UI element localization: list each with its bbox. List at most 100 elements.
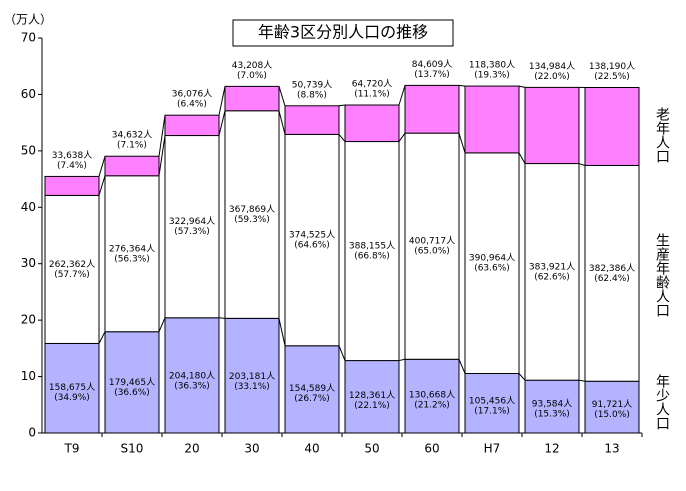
value-label: 36,076人 [172,89,213,100]
value-label: 93,584人 [532,399,573,410]
connector [519,373,525,380]
value-label: 128,361人 [349,390,395,401]
value-label: 33,638人 [52,150,93,161]
y-tick-label: 30 [21,256,36,270]
connector [339,105,345,106]
bar-segment [285,106,339,135]
connector [159,318,165,332]
share-label: (15.0%) [594,410,630,420]
y-tick-label: 20 [21,313,36,327]
value-label: 203,181人 [229,371,275,382]
value-label: 118,380人 [469,60,515,71]
connector [519,86,525,87]
connector [339,346,345,361]
connector [99,176,105,196]
bar-segment [405,85,459,133]
y-tick-label: 40 [21,200,36,214]
connector [159,115,165,156]
y-axis-label: （万人） [4,13,52,27]
share-label: (63.6%) [474,264,510,274]
share-label: (36.6%) [114,388,150,398]
bar-segment [525,87,579,163]
value-label: 322,964人 [169,216,215,227]
share-label: (8.8%) [297,90,327,100]
connector [279,318,285,345]
value-label: 383,921人 [529,261,575,272]
share-label: (11.1%) [354,90,390,100]
share-label: (17.1%) [474,407,510,417]
connector [399,133,405,141]
share-label: (19.3%) [474,71,510,81]
share-label: (59.3%) [234,215,270,225]
value-label: 154,589人 [289,383,335,394]
value-label: 105,456人 [469,396,515,407]
share-label: (15.3%) [534,410,570,420]
connector [459,85,465,86]
share-label: (66.8%) [354,252,390,262]
connector [159,136,165,176]
share-label: (21.2%) [414,400,450,410]
x-tick-label: 20 [184,442,199,456]
x-tick-label: 13 [604,442,619,456]
share-label: (7.0%) [237,71,267,81]
connector [279,111,285,135]
share-label: (7.1%) [117,141,147,151]
bar-segment [585,87,639,165]
value-label: 34,632人 [112,130,153,141]
legend-label: 生産年齢人口 [654,233,670,317]
value-label: 64,720人 [352,79,393,90]
x-tick-label: 50 [364,442,379,456]
bar-segment [345,105,399,142]
share-label: (56.3%) [114,254,150,264]
share-label: (36.3%) [174,382,210,392]
y-tick-label: 0 [28,426,36,440]
share-label: (34.9%) [54,393,90,403]
value-label: 400,717人 [409,236,455,247]
y-tick-label: 60 [21,87,36,101]
share-label: (65.0%) [414,247,450,257]
x-tick-label: H7 [484,442,501,456]
connector [279,86,285,105]
share-label: (22.1%) [354,401,390,411]
chart-title: 年齢3区分別人口の推移 [258,23,428,42]
share-label: (62.4%) [594,274,630,284]
value-label: 367,869人 [229,204,275,215]
x-tick-label: S10 [121,442,144,456]
share-label: (6.4%) [177,100,207,110]
share-label: (62.6%) [534,272,570,282]
value-label: 276,364人 [109,243,155,254]
bar-segment [165,115,219,135]
value-label: 388,155人 [349,241,395,252]
x-tick-label: 40 [304,442,319,456]
value-label: 262,362人 [49,259,95,270]
connector [459,133,465,153]
connector [519,153,525,164]
connector [579,380,585,381]
connector [99,332,105,344]
connector [219,111,225,136]
x-tick-label: 12 [544,442,559,456]
bar-segment [465,86,519,153]
value-label: 204,180人 [169,371,215,382]
connector [99,156,105,176]
share-label: (57.7%) [54,270,90,280]
x-tick-label: T9 [64,442,80,456]
value-label: 43,208人 [232,60,273,71]
share-label: (33.1%) [234,382,270,392]
connector [579,164,585,166]
value-label: 374,525人 [289,230,335,241]
share-label: (13.7%) [414,70,450,80]
share-label: (26.7%) [294,394,330,404]
value-label: 138,190人 [589,61,635,72]
bar-segment [105,156,159,176]
connector [219,86,225,115]
legend-label: 年少人口 [654,374,670,430]
connector [339,134,345,141]
connector [399,359,405,360]
value-label: 130,668人 [409,389,455,400]
share-label: (57.3%) [174,227,210,237]
share-label: (22.0%) [534,72,570,82]
y-tick-label: 70 [21,31,36,45]
value-label: 390,964人 [469,253,515,264]
